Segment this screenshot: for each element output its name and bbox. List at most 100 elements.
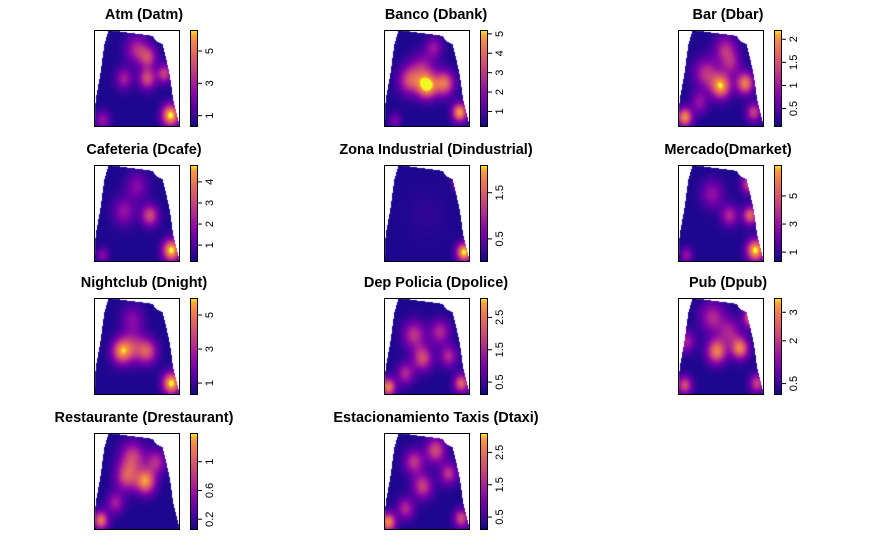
colorbar-tick-label: 0.2 (204, 512, 216, 527)
colorbar-frame (190, 298, 198, 395)
colorbar-tick-label: 0.5 (494, 509, 506, 524)
colorbar-tick-label: 5 (204, 312, 216, 318)
heatmap-panel: Dep Policia (Dpolice) 0.5 1.5 2.5 (364, 275, 508, 395)
colorbar (190, 30, 198, 127)
density-surface (94, 30, 180, 127)
colorbar (480, 165, 488, 262)
colorbar-tick-label: 0.5 (494, 374, 506, 389)
colorbar-tick-label: 4 (494, 50, 506, 56)
panel-title: Atm (Datm) (105, 7, 183, 23)
density-surface (678, 30, 764, 127)
plot-frame (94, 298, 180, 395)
colorbar-tick-label: 4 (204, 179, 216, 185)
plot-frame (94, 433, 180, 530)
panel-title: Bar (Dbar) (693, 7, 764, 23)
colorbar-tick-label: 1.5 (494, 342, 506, 357)
colorbar-tick-label: 1.5 (494, 185, 506, 200)
colorbar-tick-label: 1 (788, 249, 800, 255)
heatmap-panel: Mercado(Dmarket) 1 3 5 (664, 142, 800, 262)
colorbar-frame (480, 165, 488, 262)
colorbar-tick-label: 3 (204, 200, 216, 206)
colorbar-tick-label: 3 (204, 346, 216, 352)
plot-frame (94, 165, 180, 262)
colorbar-tick-label: 2 (494, 89, 506, 95)
colorbar-tick-label: 2 (788, 338, 800, 344)
colorbar-tick-label: 1 (204, 113, 216, 119)
plot-frame (384, 298, 470, 395)
colorbar-tick-label: 2.5 (494, 310, 506, 325)
colorbar-tick-label: 1 (204, 380, 216, 386)
heatmap-panel: Pub (Dpub) 0.5 2 3 (678, 275, 800, 395)
colorbar (480, 298, 488, 395)
colorbar (190, 165, 198, 262)
panel-title: Restaurante (Drestaurant) (55, 410, 234, 426)
colorbar (480, 433, 488, 530)
colorbar-tick-label: 0.5 (494, 231, 506, 246)
colorbar-tick-label: 1 (204, 459, 216, 465)
density-surface (94, 298, 180, 395)
colorbar-tick-label: 2 (788, 36, 800, 42)
colorbar-tick-label: 3 (494, 70, 506, 76)
colorbar-tick-label: 1 (204, 242, 216, 248)
colorbar-tick-label: 2 (204, 221, 216, 227)
colorbar-frame (190, 433, 198, 530)
heatmap-panel: Cafeteria (Dcafe) 1 2 3 4 (86, 142, 216, 262)
plot-frame (384, 165, 470, 262)
colorbar-frame (774, 165, 782, 262)
colorbar-frame (190, 30, 198, 127)
colorbar-tick-label: 5 (494, 31, 506, 37)
panel-title: Pub (Dpub) (689, 275, 767, 291)
panel-title: Banco (Dbank) (385, 7, 487, 23)
plot-frame (678, 298, 764, 395)
plot-frame (384, 433, 470, 530)
colorbar-frame (480, 433, 488, 530)
density-surface (94, 165, 180, 262)
colorbar-tick-label: 1 (494, 108, 506, 114)
heatmap-panel: Restaurante (Drestaurant) 0.2 0.6 1 (55, 410, 234, 530)
colorbar-frame (190, 165, 198, 262)
density-surface (384, 165, 470, 262)
colorbar-frame (480, 30, 488, 127)
panel-title: Mercado(Dmarket) (664, 142, 791, 158)
density-surface (678, 165, 764, 262)
colorbar-tick-label: 1.5 (494, 477, 506, 492)
colorbar-tick-label: 5 (204, 48, 216, 54)
colorbar (190, 433, 198, 530)
colorbar-tick-label: 1 (788, 82, 800, 88)
panel-title: Zona Industrial (Dindustrial) (339, 142, 533, 158)
panel-title: Estacionamiento Taxis (Dtaxi) (333, 410, 538, 426)
plot-frame (678, 30, 764, 127)
heatmap-panel: Banco (Dbank) 1 2 3 4 5 (384, 7, 506, 127)
colorbar-tick-label: 0.5 (788, 376, 800, 391)
density-surface (678, 298, 764, 395)
heatmap-panel: Atm (Datm) 1 3 5 (94, 7, 216, 127)
colorbar-frame (480, 298, 488, 395)
heatmap-panel: Zona Industrial (Dindustrial) 0.5 1.5 (339, 142, 533, 262)
density-surface (384, 30, 470, 127)
colorbar-tick-label: 3 (788, 309, 800, 315)
colorbar-tick-label: 2.5 (494, 445, 506, 460)
heatmap-panel: Nightclub (Dnight) 1 3 5 (81, 275, 216, 395)
colorbar (774, 298, 782, 395)
heatmap-panel: Bar (Dbar) 0.5 1 1.5 2 (678, 7, 800, 127)
density-surface (384, 298, 470, 395)
panel-title: Cafeteria (Dcafe) (86, 142, 201, 158)
density-surface (94, 433, 180, 530)
density-surface (384, 433, 470, 530)
colorbar-tick-label: 3 (788, 221, 800, 227)
colorbar (190, 298, 198, 395)
plot-frame (94, 30, 180, 127)
colorbar (480, 30, 488, 127)
colorbar-frame (774, 30, 782, 127)
panel-title: Dep Policia (Dpolice) (364, 275, 508, 291)
colorbar-tick-label: 1.5 (788, 55, 800, 70)
colorbar (774, 30, 782, 127)
colorbar (774, 165, 782, 262)
plot-frame (384, 30, 470, 127)
colorbar-tick-label: 0.5 (788, 101, 800, 116)
colorbar-frame (774, 298, 782, 395)
colorbar-tick-label: 5 (788, 193, 800, 199)
colorbar-tick-label: 3 (204, 80, 216, 86)
plot-frame (678, 165, 764, 262)
